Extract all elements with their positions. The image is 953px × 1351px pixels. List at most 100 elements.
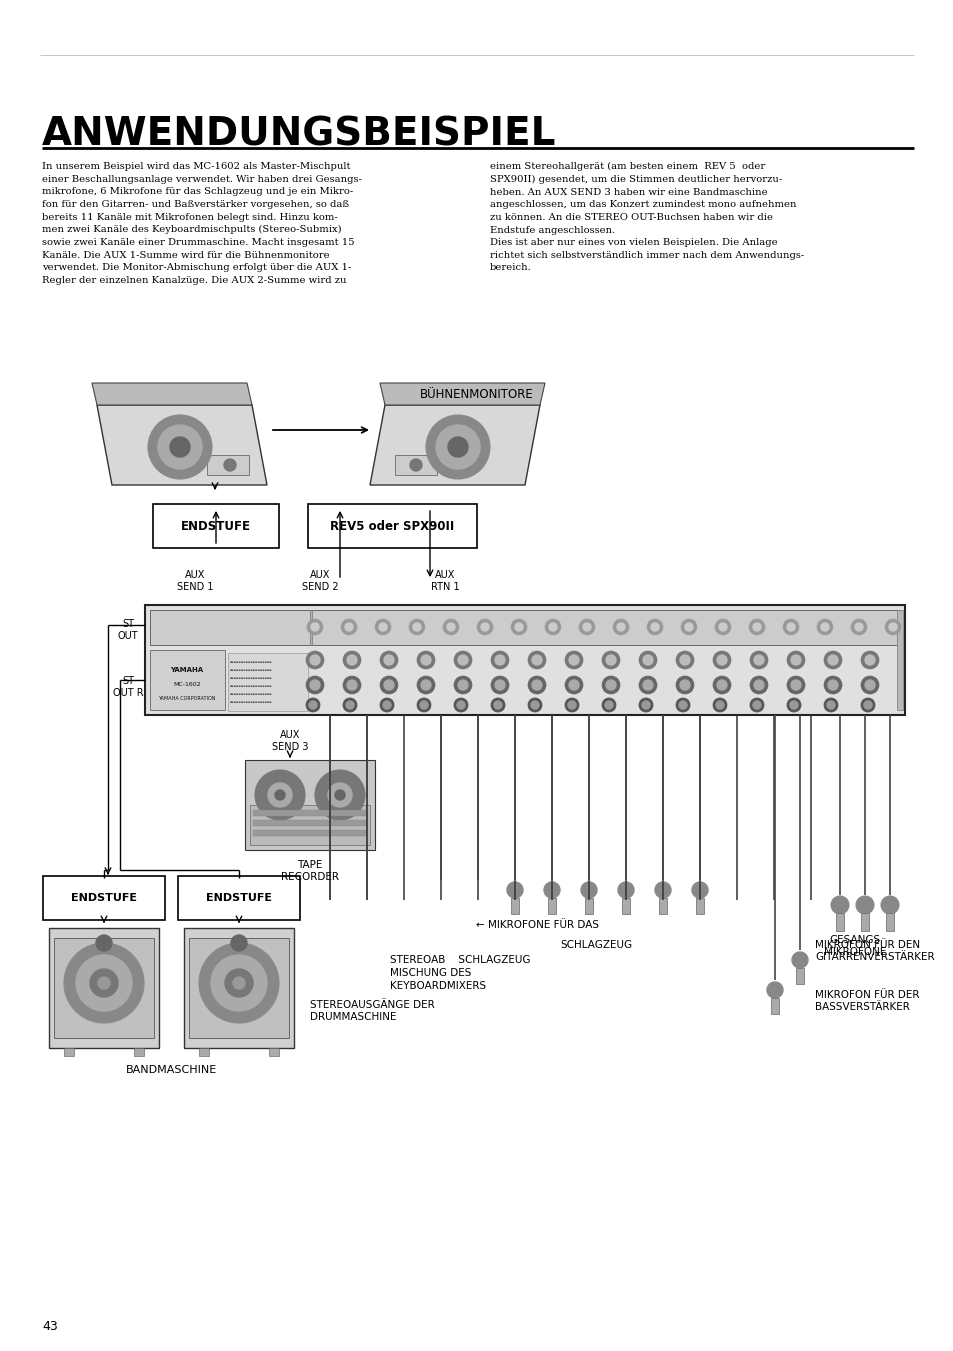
Circle shape <box>786 623 794 631</box>
Circle shape <box>823 651 841 669</box>
Polygon shape <box>91 382 252 405</box>
Circle shape <box>314 770 365 820</box>
Circle shape <box>719 623 726 631</box>
Text: ▪▪▪▪▪▪▪▪▪▪▪▪▪▪▪▪▪▪: ▪▪▪▪▪▪▪▪▪▪▪▪▪▪▪▪▪▪ <box>230 684 273 688</box>
Circle shape <box>691 882 707 898</box>
Bar <box>395 455 436 476</box>
Circle shape <box>791 952 807 969</box>
Circle shape <box>456 701 464 709</box>
Circle shape <box>786 698 801 712</box>
Circle shape <box>680 619 697 635</box>
Circle shape <box>98 977 110 989</box>
Circle shape <box>655 882 670 898</box>
Text: ← MIKROFONE FÜR DAS: ← MIKROFONE FÜR DAS <box>476 920 598 929</box>
Circle shape <box>274 790 285 800</box>
Circle shape <box>199 943 278 1023</box>
Circle shape <box>416 651 435 669</box>
Circle shape <box>641 701 649 709</box>
Text: ENDSTUFE: ENDSTUFE <box>71 893 137 902</box>
Circle shape <box>268 784 292 807</box>
Circle shape <box>684 623 692 631</box>
Circle shape <box>884 619 900 635</box>
Circle shape <box>821 623 828 631</box>
Circle shape <box>96 935 112 951</box>
Circle shape <box>495 680 504 690</box>
Bar <box>253 830 367 836</box>
Circle shape <box>309 701 316 709</box>
Circle shape <box>782 619 799 635</box>
Text: ST
OUT R: ST OUT R <box>112 677 143 698</box>
Circle shape <box>601 698 616 712</box>
Circle shape <box>712 651 730 669</box>
Circle shape <box>442 619 458 635</box>
Bar <box>885 913 893 931</box>
Circle shape <box>90 969 118 997</box>
FancyBboxPatch shape <box>178 875 299 920</box>
Text: SCHLAGZEUG: SCHLAGZEUG <box>559 940 632 950</box>
Circle shape <box>420 680 431 690</box>
Circle shape <box>416 698 431 712</box>
Circle shape <box>790 655 801 665</box>
Circle shape <box>564 651 582 669</box>
Bar <box>547 898 556 915</box>
Bar <box>184 928 294 1048</box>
Bar <box>269 1048 278 1056</box>
Circle shape <box>712 698 726 712</box>
Circle shape <box>384 680 394 690</box>
Circle shape <box>786 676 804 694</box>
Circle shape <box>826 701 834 709</box>
Circle shape <box>864 680 874 690</box>
Circle shape <box>454 651 472 669</box>
Circle shape <box>568 680 578 690</box>
Circle shape <box>454 698 468 712</box>
FancyBboxPatch shape <box>43 875 165 920</box>
Circle shape <box>880 896 898 915</box>
Circle shape <box>457 680 468 690</box>
Circle shape <box>679 655 689 665</box>
Circle shape <box>515 623 522 631</box>
Circle shape <box>582 623 590 631</box>
Bar <box>49 928 159 1048</box>
Circle shape <box>642 680 652 690</box>
Circle shape <box>224 459 235 471</box>
Circle shape <box>567 701 576 709</box>
Circle shape <box>379 676 397 694</box>
Text: STEREOAB    SCHLAGZEUG: STEREOAB SCHLAGZEUG <box>390 955 530 965</box>
Text: BANDMASCHINE: BANDMASCHINE <box>126 1065 217 1075</box>
Circle shape <box>416 676 435 694</box>
Text: ▪▪▪▪▪▪▪▪▪▪▪▪▪▪▪▪▪▪: ▪▪▪▪▪▪▪▪▪▪▪▪▪▪▪▪▪▪ <box>230 667 273 671</box>
Circle shape <box>476 619 493 635</box>
Circle shape <box>170 436 190 457</box>
Circle shape <box>420 655 431 665</box>
Circle shape <box>861 698 874 712</box>
Bar <box>245 761 375 850</box>
Circle shape <box>676 698 689 712</box>
Circle shape <box>639 676 657 694</box>
Text: ▪▪▪▪▪▪▪▪▪▪▪▪▪▪▪▪▪▪: ▪▪▪▪▪▪▪▪▪▪▪▪▪▪▪▪▪▪ <box>230 692 273 696</box>
Circle shape <box>786 651 804 669</box>
Circle shape <box>712 676 730 694</box>
Circle shape <box>335 790 345 800</box>
Circle shape <box>382 701 391 709</box>
Bar <box>150 611 899 644</box>
Circle shape <box>716 701 723 709</box>
Circle shape <box>306 676 324 694</box>
Circle shape <box>347 680 356 690</box>
Text: MISCHUNG DES: MISCHUNG DES <box>390 969 471 978</box>
Circle shape <box>543 882 559 898</box>
Circle shape <box>491 676 509 694</box>
Bar <box>207 455 249 476</box>
Polygon shape <box>370 405 539 485</box>
Text: AUX
SEND 1: AUX SEND 1 <box>176 570 213 592</box>
Text: AUX
SEND 3: AUX SEND 3 <box>272 730 308 751</box>
FancyBboxPatch shape <box>152 504 278 549</box>
Circle shape <box>752 701 760 709</box>
FancyBboxPatch shape <box>308 504 476 549</box>
Circle shape <box>861 651 878 669</box>
Bar <box>133 1048 144 1056</box>
Circle shape <box>409 619 424 635</box>
Circle shape <box>601 676 619 694</box>
Circle shape <box>233 977 245 989</box>
Circle shape <box>605 680 616 690</box>
Circle shape <box>413 623 420 631</box>
